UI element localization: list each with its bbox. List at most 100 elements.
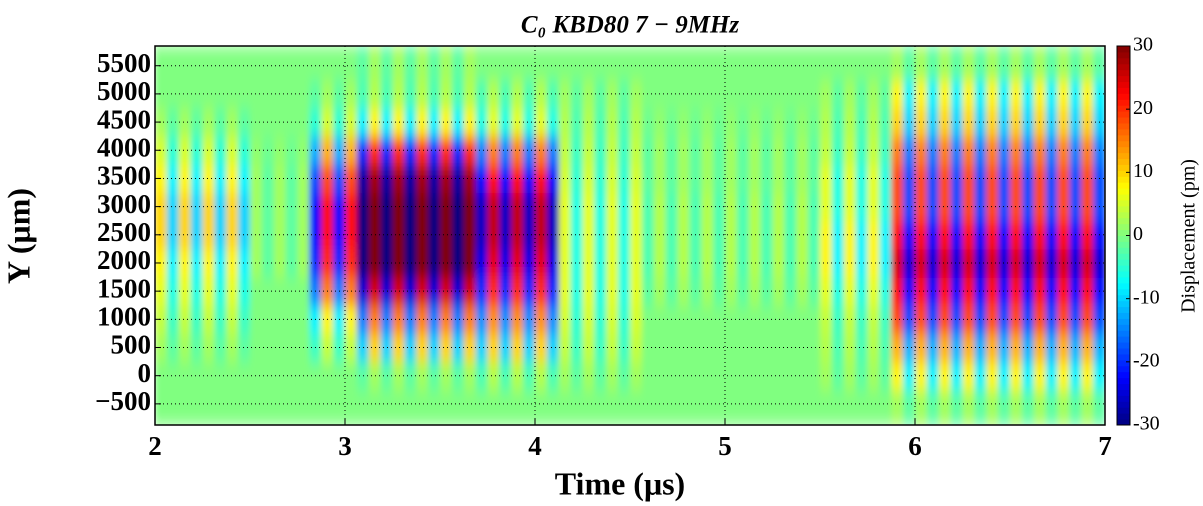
heatmap-cell bbox=[463, 107, 477, 137]
heatmap-cell bbox=[570, 107, 584, 137]
heatmap-cell bbox=[535, 248, 548, 278]
heatmap-cell bbox=[843, 192, 857, 222]
heatmap-cell bbox=[558, 192, 572, 222]
heatmap-cell bbox=[974, 361, 987, 391]
heatmap-cell bbox=[202, 305, 215, 335]
heatmap-cell bbox=[238, 248, 251, 278]
heatmap-cell bbox=[1021, 277, 1035, 306]
heatmap-cell bbox=[238, 107, 251, 137]
heatmap-cell bbox=[238, 361, 251, 391]
heatmap-cell bbox=[796, 46, 809, 81]
heatmap-cell bbox=[178, 361, 192, 391]
x-tick-label: 5 bbox=[718, 431, 732, 461]
heatmap-cell bbox=[641, 107, 655, 137]
heatmap-cell bbox=[950, 333, 964, 363]
heatmap-cell bbox=[606, 277, 619, 306]
heatmap-cell bbox=[523, 333, 536, 363]
heatmap-cell bbox=[582, 164, 595, 194]
heatmap-cell bbox=[166, 136, 180, 165]
heatmap-cell bbox=[772, 389, 785, 425]
heatmap-cell bbox=[843, 277, 857, 306]
heatmap-cell bbox=[974, 164, 987, 194]
heatmap-cell bbox=[475, 79, 489, 109]
heatmap-cell bbox=[879, 248, 892, 278]
heatmap-cell bbox=[202, 136, 215, 165]
heatmap-cell bbox=[416, 164, 429, 194]
heatmap-cell bbox=[820, 305, 833, 335]
heatmap-cell bbox=[618, 248, 631, 278]
heatmap-cell bbox=[915, 220, 928, 250]
colorbar-swatch bbox=[1117, 353, 1130, 361]
heatmap-cell bbox=[867, 248, 880, 278]
heatmap-cell bbox=[428, 248, 441, 278]
colorbar-swatch bbox=[1117, 128, 1130, 136]
heatmap-cell bbox=[202, 46, 215, 81]
heatmap-cell bbox=[250, 46, 263, 81]
heatmap-cell bbox=[630, 136, 643, 165]
heatmap-cell bbox=[630, 107, 643, 137]
heatmap-cell bbox=[974, 107, 987, 137]
heatmap-cell bbox=[535, 333, 548, 363]
heatmap-cell bbox=[1033, 46, 1047, 81]
heatmap-cell bbox=[166, 79, 180, 109]
heatmap-cell bbox=[903, 220, 916, 250]
heatmap-cell bbox=[416, 220, 429, 250]
heatmap-cell bbox=[155, 164, 168, 194]
heatmap-cell bbox=[487, 164, 500, 194]
heatmap-cell bbox=[689, 389, 702, 425]
heatmap-cell bbox=[404, 107, 417, 137]
heatmap-cell bbox=[879, 333, 892, 363]
colorbar-swatch bbox=[1117, 75, 1130, 83]
heatmap-cell bbox=[226, 164, 239, 194]
heatmap-cell bbox=[843, 220, 857, 250]
heatmap-cell bbox=[998, 164, 1011, 194]
heatmap-cell bbox=[820, 333, 833, 363]
heatmap-cell bbox=[594, 277, 607, 306]
heatmap-cell bbox=[250, 361, 263, 391]
heatmap-cell bbox=[831, 79, 845, 109]
heatmap-cell bbox=[155, 192, 168, 222]
heatmap-cell bbox=[772, 192, 785, 222]
heatmap-cell bbox=[796, 220, 809, 250]
heatmap-cell bbox=[962, 361, 975, 391]
heatmap-cell bbox=[760, 389, 774, 425]
heatmap-cell bbox=[428, 389, 441, 425]
heatmap-cell bbox=[214, 389, 227, 425]
colorbar-swatch bbox=[1117, 253, 1130, 260]
heatmap-cell bbox=[891, 361, 904, 391]
heatmap-cell bbox=[523, 389, 536, 425]
heatmap-cell bbox=[618, 361, 631, 391]
heatmap-cell bbox=[380, 46, 394, 81]
heatmap-cell bbox=[831, 46, 845, 81]
heatmap-cell bbox=[570, 46, 584, 81]
heatmap-cell bbox=[950, 220, 964, 250]
heatmap-cell bbox=[511, 333, 524, 363]
heatmap-cell bbox=[1021, 361, 1035, 391]
heatmap-cell bbox=[998, 136, 1011, 165]
colorbar-swatch bbox=[1117, 294, 1130, 302]
heatmap-cell bbox=[748, 333, 762, 363]
heatmap-cell bbox=[808, 164, 821, 194]
heatmap-cell bbox=[867, 164, 880, 194]
y-tick-label: 3000 bbox=[97, 189, 151, 219]
heatmap-cell bbox=[891, 136, 904, 165]
heatmap-cell bbox=[238, 136, 251, 165]
heatmap-cell bbox=[250, 220, 263, 250]
heatmap-cell bbox=[250, 136, 263, 165]
colorbar-swatch bbox=[1117, 63, 1130, 71]
heatmap-cell bbox=[250, 192, 263, 222]
colorbar-swatch bbox=[1117, 117, 1130, 124]
heatmap-cell bbox=[178, 192, 192, 222]
heatmap-cell bbox=[451, 79, 465, 109]
heatmap-cell bbox=[950, 136, 964, 165]
heatmap-cell bbox=[166, 305, 180, 335]
heatmap-cell bbox=[594, 248, 607, 278]
heatmap-cell bbox=[558, 389, 572, 425]
heatmap-cell bbox=[487, 107, 500, 137]
heatmap-cell bbox=[962, 333, 975, 363]
heatmap-cell bbox=[974, 305, 987, 335]
heatmap-cell bbox=[178, 107, 192, 137]
heatmap-cell bbox=[879, 164, 892, 194]
heatmap-cell bbox=[796, 389, 809, 425]
heatmap-cell bbox=[297, 46, 310, 81]
